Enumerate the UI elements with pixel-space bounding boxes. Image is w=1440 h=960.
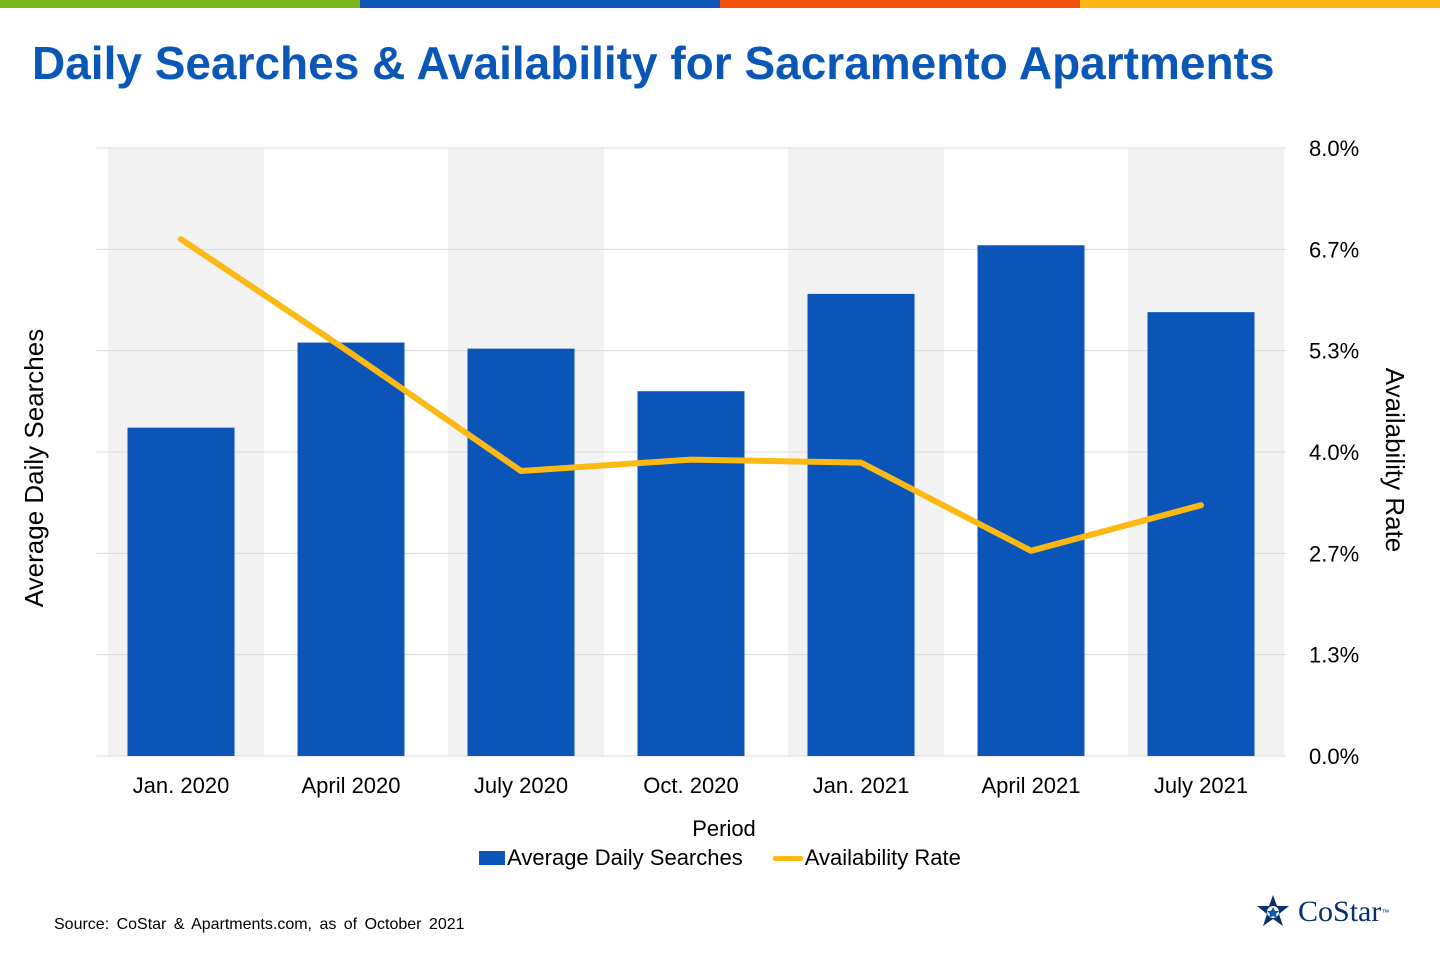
y2-tick-labels: 0.0% 1.3% 2.7% 4.0% 5.3% 6.7% 8.0% — [1309, 136, 1359, 769]
x-tick-labels: Jan. 2020 April 2020 July 2020 Oct. 2020 Jan… — [133, 773, 1248, 798]
line-point — [520, 470, 522, 472]
gridlines — [96, 147, 1286, 757]
bar — [977, 245, 1085, 756]
legend-item-bars: Average Daily Searches — [479, 845, 743, 871]
line-point — [350, 352, 352, 354]
accent-bar-orange — [720, 0, 1080, 8]
x-tick-label: Jan. 2020 — [133, 773, 230, 798]
bar — [1147, 312, 1255, 756]
y2-tick-label: 1.3% — [1309, 643, 1359, 668]
legend-label-line: Availability Rate — [804, 845, 961, 870]
y2-axis-title: Availability Rate — [1380, 368, 1410, 553]
x-tick-label: July 2021 — [1154, 773, 1248, 798]
x-tick-label: July 2020 — [474, 773, 568, 798]
accent-bar-yellow — [1080, 0, 1440, 8]
line-point — [690, 459, 692, 461]
line-point — [860, 462, 862, 464]
x-axis-title: Period — [692, 816, 756, 841]
y2-tick-label: 4.0% — [1309, 440, 1359, 465]
bar — [807, 293, 915, 756]
costar-logo: CoStar ™ — [1254, 893, 1389, 931]
page-title: Daily Searches & Availability for Sacram… — [32, 37, 1275, 89]
line-series — [178, 236, 1204, 554]
accent-bar-green — [0, 0, 360, 8]
legend-swatch-bars — [479, 851, 506, 865]
line-point — [1030, 550, 1032, 552]
logo-text: CoStar — [1298, 895, 1382, 928]
logo-trademark: ™ — [1381, 907, 1390, 917]
y2-tick-label: 0.0% — [1309, 744, 1359, 769]
x-tick-label: April 2020 — [301, 773, 400, 798]
x-tick-label: April 2021 — [981, 773, 1080, 798]
bar — [297, 342, 405, 756]
bar — [467, 348, 575, 756]
source-note: Source: CoStar & Apartments.com, as of O… — [54, 916, 465, 933]
legend-label-bars: Average Daily Searches — [507, 845, 743, 870]
legend-item-line: Availability Rate — [772, 845, 961, 871]
bar — [127, 427, 235, 756]
y2-tick-label: 8.0% — [1309, 136, 1359, 161]
chart-legend: Average Daily Searches Availability Rate — [0, 845, 1440, 871]
line-point — [1200, 504, 1202, 506]
x-tick-label: Jan. 2021 — [813, 773, 910, 798]
x-tick-label: Oct. 2020 — [643, 773, 738, 798]
costar-star-icon — [1257, 895, 1289, 926]
y2-tick-label: 6.7% — [1309, 237, 1359, 262]
bar — [637, 391, 745, 756]
bar-series — [127, 245, 1255, 756]
y2-tick-label: 2.7% — [1309, 541, 1359, 566]
accent-bar-blue — [360, 0, 720, 8]
y-axis-title: Average Daily Searches — [19, 329, 49, 607]
top-accent-bars — [0, 0, 1440, 8]
y2-tick-label: 5.3% — [1309, 339, 1359, 364]
legend-swatch-line — [772, 855, 803, 861]
line-point — [180, 238, 182, 240]
